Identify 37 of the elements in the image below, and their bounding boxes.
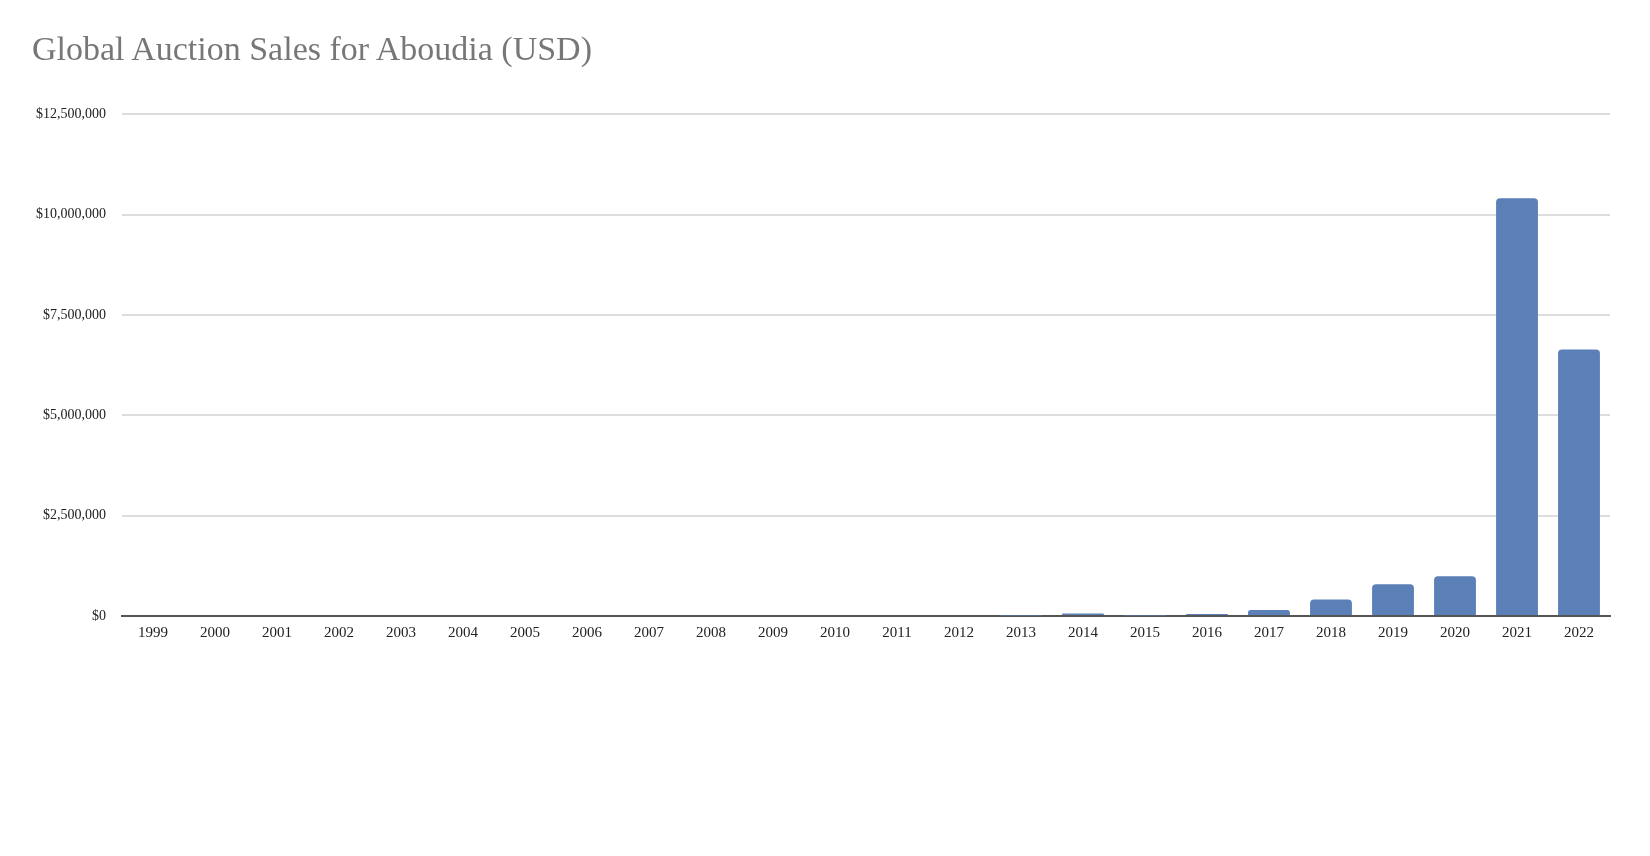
chart-title: Global Auction Sales for Aboudia (USD)	[32, 30, 592, 68]
x-tick-label: 2005	[510, 623, 540, 640]
x-tick-label: 2017	[1254, 623, 1285, 640]
x-tick-label: 2004	[448, 623, 479, 640]
bar	[1434, 576, 1476, 615]
x-tick-label: 2014	[1068, 623, 1099, 640]
x-tick-label: 2008	[696, 623, 726, 640]
x-tick-label: 2022	[1564, 623, 1594, 640]
x-tick-label: 2019	[1378, 623, 1408, 640]
bar	[1372, 584, 1414, 615]
x-tick-label: 2003	[386, 623, 416, 640]
y-tick-label: $5,000,000	[43, 407, 106, 423]
y-tick-label: $10,000,000	[36, 206, 106, 222]
y-tick-label: $12,500,000	[36, 106, 106, 122]
y-tick-label: $7,500,000	[43, 306, 106, 322]
x-tick-label: 1999	[138, 623, 168, 640]
bar	[1558, 349, 1600, 615]
x-tick-label: 2020	[1440, 623, 1470, 640]
bar	[1496, 198, 1538, 615]
bar	[1248, 609, 1290, 615]
x-tick-label: 2007	[634, 623, 665, 640]
y-tick-label: $0	[92, 607, 106, 623]
x-tick-label: 2013	[1006, 623, 1036, 640]
x-tick-label: 2002	[324, 623, 354, 640]
x-tick-label: 2006	[572, 623, 603, 640]
x-tick-label: 2001	[262, 623, 292, 640]
x-tick-label: 2015	[1130, 623, 1160, 640]
x-tick-label: 2021	[1502, 623, 1532, 640]
bar	[1310, 599, 1352, 615]
x-tick-label: 2010	[820, 623, 850, 640]
y-tick-label: $2,500,000	[43, 507, 106, 523]
x-tick-label: 2000	[200, 623, 230, 640]
x-tick-label: 2018	[1316, 623, 1346, 640]
x-tick-label: 2016	[1192, 623, 1223, 640]
x-tick-label: 2011	[882, 623, 912, 640]
x-tick-label: 2012	[944, 623, 974, 640]
x-tick-label: 2009	[758, 623, 788, 640]
